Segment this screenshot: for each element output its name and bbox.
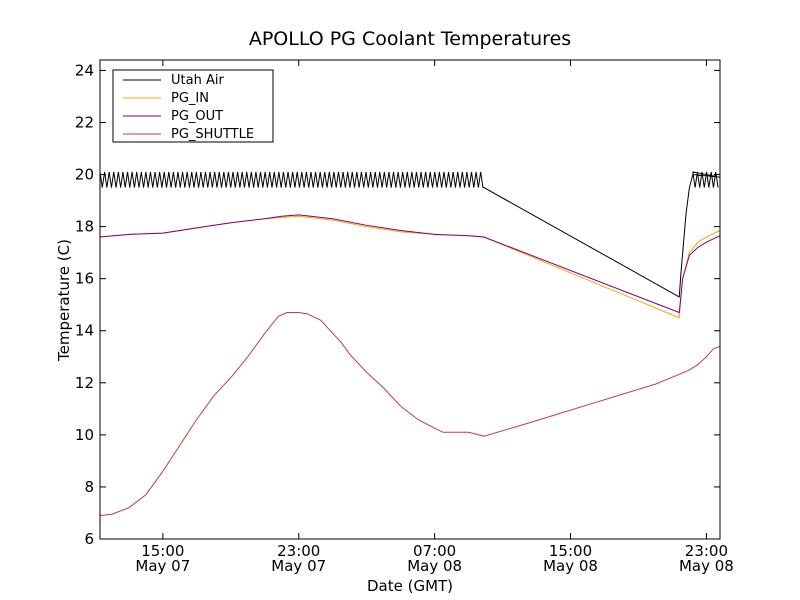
y-tick-label: 6 — [84, 530, 94, 548]
legend-label-pg-shuttle: PG_SHUTTLE — [171, 127, 254, 142]
chart-title: APOLLO PG Coolant Temperatures — [249, 28, 571, 50]
y-tick-label: 24 — [75, 61, 94, 79]
y-tick-label: 8 — [84, 478, 94, 496]
legend-label-pg-out: PG_OUT — [171, 109, 223, 124]
y-tick-label: 18 — [75, 218, 94, 236]
plot-area — [100, 171, 720, 517]
series-line-pg-shuttle — [100, 312, 720, 517]
x-axis-label: Date (GMT) — [367, 577, 453, 595]
series-line-pg-out — [100, 214, 720, 314]
legend-box — [112, 69, 274, 143]
x-tick-label-date: May 07 — [135, 557, 190, 575]
x-tick-label-time: 23:00 — [277, 542, 320, 560]
y-tick-label: 10 — [75, 426, 94, 444]
y-tick-label: 22 — [75, 113, 94, 131]
series-line-utah-air — [100, 171, 720, 298]
x-tick-label-date: May 08 — [543, 557, 598, 575]
y-tick-label: 12 — [75, 374, 94, 392]
x-tick-label-date: May 08 — [407, 557, 462, 575]
legend-label-pg-in: PG_IN — [171, 91, 209, 106]
plot-frame — [99, 59, 721, 540]
x-tick-label-time: 15:00 — [141, 542, 184, 560]
x-tick-label-time: 15:00 — [549, 542, 592, 560]
y-tick-label: 20 — [75, 166, 94, 184]
y-tick-label: 16 — [75, 270, 94, 288]
x-tick-label-date: May 07 — [271, 557, 326, 575]
legend: Utah Air PG_IN PG_OUT PG_SHUTTLE — [112, 69, 274, 143]
y-axis-label: Temperature (C) — [55, 239, 73, 362]
y-tick-label: 14 — [75, 322, 94, 340]
legend-label-utah-air: Utah Air — [171, 73, 224, 88]
x-tick-label-time: 07:00 — [413, 542, 456, 560]
x-tick-label-time: 23:00 — [685, 542, 728, 560]
x-tick-label-date: May 08 — [679, 557, 734, 575]
